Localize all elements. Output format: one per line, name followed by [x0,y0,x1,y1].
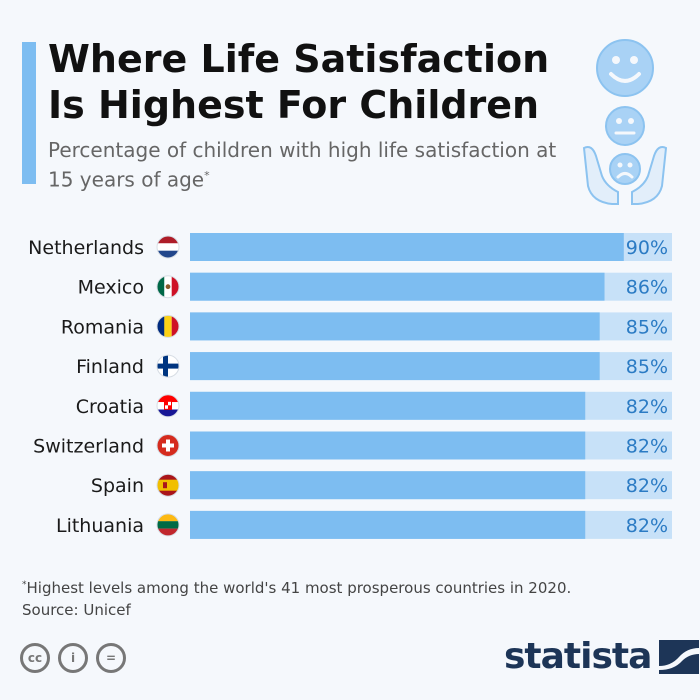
footnote-text: Highest levels among the world's 41 most… [26,579,572,597]
flag-outline [156,235,180,259]
bar [190,233,624,261]
footnote: *Highest levels among the world's 41 mos… [22,574,682,621]
flag-icon [157,275,179,298]
title-accent-bar [22,42,36,184]
category-label: Mexico [78,277,144,299]
bar [190,352,600,381]
bar [190,471,586,500]
brand-wordmark: statista [504,636,652,677]
flag-outline [156,314,180,338]
category-label: Croatia [76,396,144,418]
statista-mark-icon [659,639,700,674]
category-label: Romania [61,316,144,338]
category-label: Switzerland [33,436,144,458]
source-text: Source: Unicef [22,601,131,619]
flag-outline [156,434,180,457]
category-label: Netherlands [28,237,144,259]
footnote-marker: * [22,580,27,590]
flag-outline [156,473,180,497]
value-label: 85% [626,356,668,378]
flag-icon [157,236,179,258]
bar [190,391,586,420]
value-label: 85% [626,316,668,338]
chart-subtitle: Percentage of children with high life sa… [48,137,568,193]
cc-icon[interactable]: cc [20,643,50,673]
bar [190,312,600,341]
flag-outline [156,394,180,418]
statista-logo[interactable]: statista [504,636,700,677]
value-label: 82% [626,475,668,497]
subtitle-text: Percentage of children with high life sa… [48,138,557,192]
bar [190,272,605,301]
footnote-line: *Highest levels among the world's 41 mos… [22,574,682,599]
smiley-hands-icon [582,39,668,205]
value-label: 90% [626,237,668,259]
bar [190,510,586,539]
flag-icon [157,434,179,457]
flag-icon [157,315,179,338]
category-label: Finland [76,356,144,378]
subtitle-marker: * [204,169,210,182]
bar-chart: Netherlands 90% Mexico 86% Romania 85% Finland… [28,233,672,539]
category-label: Lithuania [56,515,144,537]
value-label: 82% [626,515,668,537]
flag-outline [156,354,180,378]
attribution-icon[interactable]: i [58,643,88,673]
flag-icon [157,513,179,536]
value-label: 82% [626,436,668,458]
flag-outline [156,513,180,537]
value-label: 86% [626,277,668,299]
flag-outline [156,275,180,299]
flag-icon [157,355,179,378]
no-derivatives-icon[interactable]: = [96,643,126,673]
chart-title: Where Life Satisfaction Is Highest For C… [48,37,550,127]
value-label: 82% [626,396,668,418]
license-icons: cc i = [20,643,126,673]
flag-icon [157,394,179,417]
flag-icon [157,474,179,497]
category-label: Spain [91,475,144,497]
bar [190,431,586,460]
